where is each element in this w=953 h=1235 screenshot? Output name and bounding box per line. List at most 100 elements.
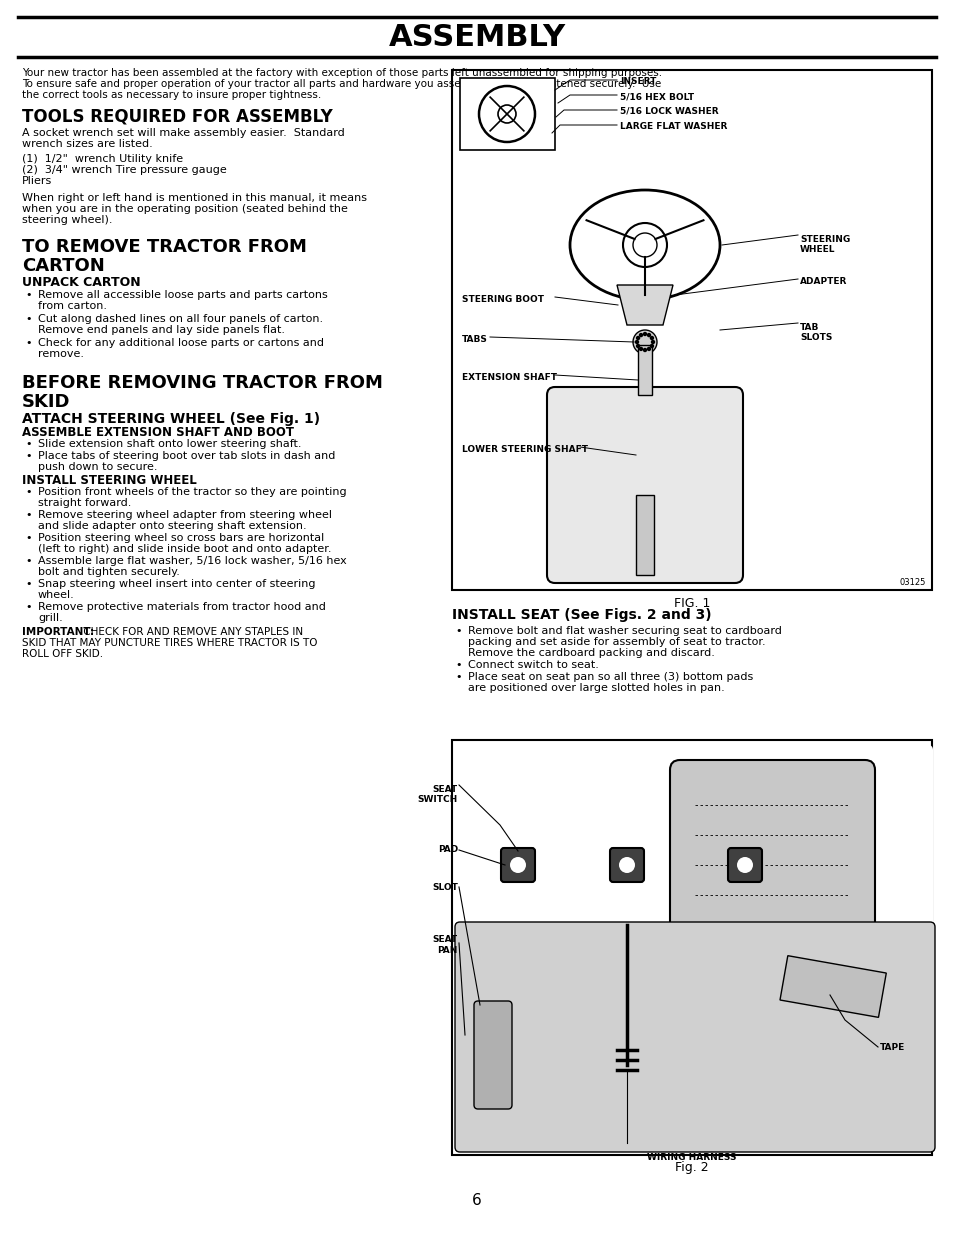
Text: 5/16 HEX BOLT: 5/16 HEX BOLT [619,91,694,101]
Circle shape [650,336,653,340]
Polygon shape [468,747,924,1130]
FancyBboxPatch shape [546,387,742,583]
Circle shape [636,345,639,347]
Text: 6: 6 [472,1193,481,1208]
Text: SEAT
PAN: SEAT PAN [433,935,457,955]
Text: •: • [25,290,31,300]
Text: are positioned over large slotted holes in pan.: are positioned over large slotted holes … [468,683,724,693]
Text: and slide adapter onto steering shaft extension.: and slide adapter onto steering shaft ex… [38,521,306,531]
Text: SKID: SKID [22,393,71,411]
Text: TAB
SLOTS: TAB SLOTS [800,324,832,342]
Text: •: • [455,626,461,636]
Text: IMPORTANT:: IMPORTANT: [22,627,94,637]
Circle shape [636,336,639,340]
Text: •: • [25,487,31,496]
Text: Pliers: Pliers [22,177,52,186]
Text: CHECK FOR AND REMOVE ANY STAPLES IN: CHECK FOR AND REMOVE ANY STAPLES IN [80,627,303,637]
Text: Place seat on seat pan so all three (3) bottom pads: Place seat on seat pan so all three (3) … [468,672,753,682]
Text: Slide extension shaft onto lower steering shaft.: Slide extension shaft onto lower steerin… [38,438,301,450]
Text: remove.: remove. [38,350,84,359]
Text: ASSEMBLE EXTENSION SHAFT AND BOOT: ASSEMBLE EXTENSION SHAFT AND BOOT [22,426,294,438]
Text: UNPACK CARTON: UNPACK CARTON [22,275,140,289]
Text: when you are in the operating position (seated behind the: when you are in the operating position (… [22,204,348,214]
FancyBboxPatch shape [474,1002,512,1109]
Text: TOOLS REQUIRED FOR ASSEMBLY: TOOLS REQUIRED FOR ASSEMBLY [22,107,333,126]
Bar [638,345,651,395]
Text: from carton.: from carton. [38,301,107,311]
Text: •: • [25,451,31,461]
Circle shape [647,347,650,351]
Circle shape [650,345,653,347]
FancyBboxPatch shape [455,745,932,1150]
Text: packing and set aside for assembly of seat to tractor.: packing and set aside for assembly of se… [468,637,765,647]
Text: A socket wrench set will make assembly easier.  Standard: A socket wrench set will make assembly e… [22,128,344,138]
Text: Remove end panels and lay side panels flat.: Remove end panels and lay side panels fl… [38,325,285,335]
Text: LARGE FLAT WASHER: LARGE FLAT WASHER [619,122,726,131]
Text: Check for any additional loose parts or cartons and: Check for any additional loose parts or … [38,338,324,348]
Text: INSERT: INSERT [619,77,656,86]
Circle shape [737,857,752,873]
Text: •: • [25,314,31,324]
Text: EXTENSION SHAFT: EXTENSION SHAFT [461,373,557,382]
Text: TABS: TABS [461,335,487,345]
Text: ASSEMBLY: ASSEMBLY [388,23,565,52]
Text: WIRING HARNESS: WIRING HARNESS [646,1153,736,1162]
Text: push down to secure.: push down to secure. [38,462,157,472]
Text: straight forward.: straight forward. [38,498,132,508]
Text: To ensure safe and proper operation of your tractor all parts and hardware you a: To ensure safe and proper operation of y… [22,79,660,89]
Text: STEERING
WHEEL: STEERING WHEEL [800,235,849,254]
Text: wrench sizes are listed.: wrench sizes are listed. [22,140,152,149]
Text: TO REMOVE TRACTOR FROM: TO REMOVE TRACTOR FROM [22,238,307,256]
FancyBboxPatch shape [500,848,535,882]
Text: Snap steering wheel insert into center of steering: Snap steering wheel insert into center o… [38,579,315,589]
Text: Remove the cardboard packing and discard.: Remove the cardboard packing and discard… [468,648,714,658]
Text: Position steering wheel so cross bars are horizontal: Position steering wheel so cross bars ar… [38,534,324,543]
Text: BEFORE REMOVING TRACTOR FROM: BEFORE REMOVING TRACTOR FROM [22,374,382,391]
Text: INSTALL SEAT (See Figs. 2 and 3): INSTALL SEAT (See Figs. 2 and 3) [452,608,711,622]
Text: LOWER STEERING SHAFT: LOWER STEERING SHAFT [461,445,587,454]
Text: SLOT: SLOT [432,883,457,892]
Circle shape [643,332,646,336]
Text: •: • [25,338,31,348]
Text: SKID THAT MAY PUNCTURE TIRES WHERE TRACTOR IS TO: SKID THAT MAY PUNCTURE TIRES WHERE TRACT… [22,638,317,648]
Text: Fig. 2: Fig. 2 [675,1161,708,1174]
Text: TAPE: TAPE [879,1042,904,1051]
Text: SEAT
SWITCH: SEAT SWITCH [417,785,457,804]
Text: Assemble large flat washer, 5/16 lock washer, 5/16 hex: Assemble large flat washer, 5/16 lock wa… [38,556,346,566]
Circle shape [635,341,638,343]
Text: When right or left hand is mentioned in this manual, it means: When right or left hand is mentioned in … [22,193,367,203]
Bar [452,70,931,590]
Text: •: • [455,659,461,671]
Bar [636,495,654,576]
Text: ATTACH STEERING WHEEL (See Fig. 1): ATTACH STEERING WHEEL (See Fig. 1) [22,412,320,426]
Text: grill.: grill. [38,613,63,622]
Text: the correct tools as necessary to insure proper tightness.: the correct tools as necessary to insure… [22,90,321,100]
Text: •: • [455,672,461,682]
Text: (2)  3/4" wrench Tire pressure gauge: (2) 3/4" wrench Tire pressure gauge [22,165,227,175]
Text: FIG. 1: FIG. 1 [673,597,709,610]
Text: ADAPTER: ADAPTER [800,277,846,287]
Text: INSTALL STEERING WHEEL: INSTALL STEERING WHEEL [22,474,196,487]
Text: bolt and tighten securely.: bolt and tighten securely. [38,567,180,577]
Text: •: • [25,579,31,589]
Circle shape [633,330,657,354]
Text: Cut along dashed lines on all four panels of carton.: Cut along dashed lines on all four panel… [38,314,323,324]
Circle shape [639,347,641,351]
Text: CARTON: CARTON [22,257,105,275]
Circle shape [647,333,650,337]
FancyBboxPatch shape [609,848,643,882]
FancyBboxPatch shape [455,923,934,1152]
FancyBboxPatch shape [669,760,874,945]
Text: •: • [25,556,31,566]
Text: •: • [25,601,31,613]
Text: 03125: 03125 [899,578,925,587]
Text: 5/16 LOCK WASHER: 5/16 LOCK WASHER [619,107,718,116]
FancyBboxPatch shape [727,848,761,882]
Circle shape [618,857,635,873]
Bar [780,956,885,1018]
Text: •: • [25,534,31,543]
Text: Remove bolt and flat washer securing seat to cardboard: Remove bolt and flat washer securing sea… [468,626,781,636]
Circle shape [510,857,525,873]
Text: Remove steering wheel adapter from steering wheel: Remove steering wheel adapter from steer… [38,510,332,520]
Text: Place tabs of steering boot over tab slots in dash and: Place tabs of steering boot over tab slo… [38,451,335,461]
